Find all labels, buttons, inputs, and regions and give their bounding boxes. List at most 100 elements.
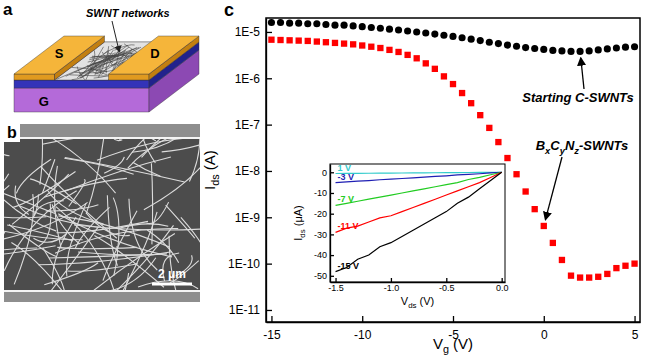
nanotube — [34, 201, 64, 215]
nanotube — [70, 75, 110, 76]
nanotube — [9, 224, 57, 256]
nanotube — [4, 172, 55, 213]
nanotube — [49, 254, 151, 258]
marker — [504, 42, 511, 49]
y-axis-title: Ids (A) — [201, 150, 221, 190]
marker — [513, 43, 520, 50]
nanotube — [162, 138, 200, 152]
electrode-top — [109, 36, 200, 74]
nanotube — [142, 138, 200, 157]
tick-label: -10 — [314, 188, 327, 198]
tick: 1E-7 — [235, 118, 272, 132]
x-axis-title: Vds (V) — [401, 295, 434, 310]
marker — [423, 60, 429, 66]
text-part: V — [433, 335, 443, 352]
marker — [586, 47, 593, 54]
marker — [323, 39, 329, 45]
marker — [631, 43, 638, 50]
nanotube — [39, 138, 42, 185]
tick: -50 — [314, 271, 334, 281]
marker — [395, 26, 402, 33]
marker — [440, 32, 447, 39]
tick-label: -20 — [314, 209, 327, 219]
panel-b: b2 μm — [0, 80, 261, 352]
label-arrow — [546, 157, 562, 219]
marker — [549, 47, 556, 54]
tick-mark — [330, 255, 334, 256]
source-label: S — [55, 46, 64, 61]
axis-line — [266, 19, 267, 323]
marker — [449, 33, 456, 40]
y-axis-title: Ids (μA) — [292, 205, 307, 240]
tick: 0 — [541, 316, 548, 342]
marker — [404, 52, 410, 58]
marker — [531, 45, 538, 52]
nanotube — [30, 179, 77, 204]
marker — [359, 42, 365, 48]
tick: 1E-5 — [235, 25, 272, 39]
plot-frame — [266, 18, 640, 322]
nanotube — [4, 173, 56, 232]
tick: -1.0 — [384, 278, 400, 293]
marker — [595, 274, 601, 280]
marker — [386, 26, 393, 33]
tick-label: 0 — [322, 168, 327, 178]
marker — [414, 55, 420, 61]
marker — [377, 25, 384, 32]
series-label: -7 V — [338, 194, 355, 204]
marker — [413, 28, 420, 35]
panel-label: b — [7, 124, 17, 141]
tick-label: -30 — [314, 230, 327, 240]
marker — [613, 265, 619, 271]
marker — [313, 20, 320, 27]
marker — [559, 257, 565, 263]
nanotube — [98, 46, 108, 77]
plot-area — [268, 19, 638, 281]
marker — [631, 260, 637, 266]
tick-mark — [266, 171, 272, 172]
text-part: ds — [209, 174, 221, 186]
marker — [332, 40, 338, 46]
tick-mark — [634, 316, 635, 322]
marker — [477, 112, 483, 118]
marker — [368, 44, 374, 50]
nanotube — [41, 227, 98, 291]
nanotube — [7, 225, 73, 241]
marker — [395, 49, 401, 55]
tick-mark — [266, 217, 272, 218]
marker — [386, 47, 392, 53]
nanotube — [113, 198, 119, 249]
electrode-band — [4, 124, 200, 138]
nanotube — [74, 225, 200, 230]
nanotube — [86, 213, 130, 236]
marker — [486, 39, 493, 46]
marker — [422, 29, 429, 36]
tick-label: -10 — [354, 328, 372, 342]
marker — [296, 37, 302, 43]
nanotube — [43, 248, 65, 291]
marker — [495, 40, 502, 47]
tick-label: 0 — [541, 328, 548, 342]
tick-label: 1E-8 — [235, 164, 261, 178]
marker — [622, 44, 629, 51]
text-part: (μA) — [292, 205, 304, 229]
marker — [532, 206, 538, 212]
text-part: (V) — [449, 335, 473, 352]
chart-main: -15-10-5051E-111E-101E-91E-81E-71E-61E-5… — [201, 0, 641, 355]
marker — [277, 19, 284, 26]
nanotube — [151, 163, 152, 244]
text-part: ds — [408, 301, 416, 310]
text-part: (A) — [201, 150, 218, 174]
x-axis: -1.5-1.0-0.50.0 — [328, 278, 508, 293]
tick: 5 — [632, 316, 639, 342]
nanotube — [4, 191, 76, 271]
tick-label: 1E-11 — [229, 303, 260, 317]
nanotube — [107, 55, 130, 57]
marker — [331, 22, 338, 29]
tick-label: 1E-7 — [235, 118, 261, 132]
nanotube — [181, 217, 200, 250]
marker — [613, 44, 620, 51]
marker — [350, 22, 357, 29]
panel-label: a — [3, 0, 13, 19]
tick-mark — [502, 278, 503, 282]
